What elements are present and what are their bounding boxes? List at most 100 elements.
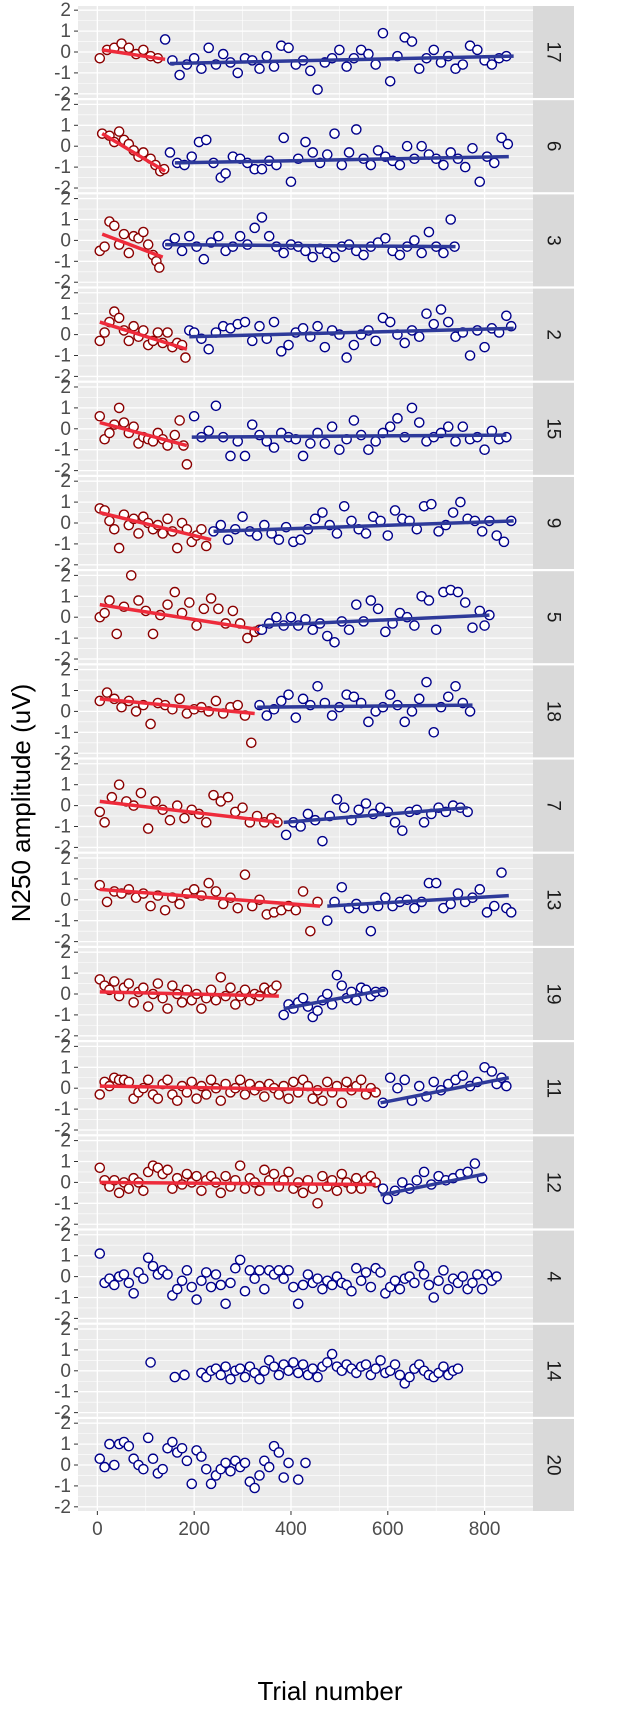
facet-panel: 210-1-2 14 [54, 1319, 574, 1424]
y-tick-label: -2 [54, 743, 71, 764]
data-point-late [234, 1363, 246, 1375]
data-point-late [365, 925, 377, 937]
data-point-late [203, 343, 214, 355]
data-point-late [307, 147, 319, 158]
facet-label: 13 [543, 889, 564, 910]
data-point-early [94, 410, 106, 422]
data-point-late [297, 323, 309, 334]
data-point-early [181, 1168, 193, 1180]
y-tick-label: -2 [54, 1120, 71, 1141]
data-point-early [99, 817, 110, 828]
data-point-late [472, 44, 483, 56]
data-point-early [176, 997, 188, 1008]
data-point-late [312, 320, 323, 332]
data-point-early [101, 896, 113, 908]
data-point-late [128, 1288, 139, 1299]
data-point-early [297, 1187, 309, 1199]
data-point-late [268, 442, 280, 453]
data-point-late [213, 230, 224, 242]
data-point-late [435, 304, 447, 315]
facet-panel: 210-1-2 12 [54, 1131, 574, 1235]
facet-label: 3 [543, 235, 564, 246]
data-point-late [312, 84, 323, 95]
regression-line-late [327, 893, 509, 908]
data-point-late [505, 907, 517, 918]
data-point-late [176, 1275, 188, 1287]
data-point-late [263, 230, 275, 242]
data-point-early [159, 904, 171, 916]
facet-strip [533, 759, 574, 852]
data-point-early [222, 791, 234, 803]
y-tick-label: 2 [60, 1413, 71, 1434]
y-tick-label: 1 [60, 586, 71, 607]
regression-line-early [99, 602, 260, 632]
facet-strip [533, 477, 574, 569]
facet-strip [533, 665, 574, 758]
data-point-late [237, 511, 248, 523]
data-point-late [271, 611, 282, 623]
data-point-early [125, 570, 137, 581]
y-tick-label: -2 [54, 178, 71, 199]
data-point-late [413, 693, 425, 705]
y-tick-label: 2 [60, 942, 71, 963]
data-point-late [411, 1175, 423, 1186]
data-point-late [413, 331, 425, 342]
data-point-late [297, 693, 309, 705]
data-point-late [479, 620, 490, 631]
data-point-late [438, 1265, 449, 1276]
data-point-late [421, 676, 432, 688]
y-tick-label: 2 [60, 94, 71, 115]
data-point-late [321, 988, 333, 1000]
facet-label: 15 [543, 418, 564, 439]
data-point-early [232, 699, 244, 711]
y-tick-label: 0 [60, 1455, 71, 1476]
data-point-late [273, 1447, 285, 1458]
data-point-early [203, 877, 214, 889]
data-point-late [450, 436, 461, 447]
data-point-late [147, 1260, 159, 1272]
data-point-early [171, 542, 183, 554]
regression-line-early [99, 420, 188, 448]
data-point-early [321, 1076, 333, 1088]
data-point-late [467, 1277, 478, 1289]
data-point-early [191, 620, 202, 631]
y-tick-label: 2 [60, 1319, 71, 1340]
y-tick-label: 2 [60, 283, 71, 304]
data-point-late [200, 1463, 212, 1475]
data-point-late [225, 1465, 236, 1477]
data-point-late [200, 134, 212, 146]
data-point-early [259, 1164, 270, 1176]
data-point-late [239, 1285, 251, 1297]
data-point-late [370, 436, 381, 447]
data-point-late [278, 1273, 290, 1284]
data-point-late [455, 496, 466, 508]
data-point-late [406, 706, 418, 717]
data-point-late [346, 515, 357, 527]
data-point-early [317, 1095, 328, 1107]
regression-line-early [99, 1180, 376, 1187]
data-point-late [261, 710, 273, 721]
y-tick-label: -2 [54, 837, 71, 858]
y-tick-label: 0 [60, 984, 71, 1005]
y-tick-label: 2 [60, 848, 71, 869]
data-point-late [348, 691, 360, 703]
facet-label: 17 [543, 41, 564, 62]
data-point-late [459, 597, 471, 608]
data-point-late [481, 907, 493, 918]
y-tick-label: 2 [60, 377, 71, 398]
data-point-late [321, 630, 333, 642]
data-point-late [416, 140, 427, 152]
facet-strip [533, 1230, 574, 1323]
y-tick-label: -2 [54, 932, 71, 953]
data-point-early [188, 884, 200, 895]
y-tick-label: -1 [54, 251, 71, 272]
regression-line-late [380, 1172, 485, 1197]
data-point-late [254, 63, 265, 75]
data-point-early [336, 1097, 348, 1109]
y-tick-label: 2 [60, 1225, 71, 1246]
data-point-late [292, 1474, 304, 1485]
y-tick-label: 0 [60, 607, 71, 628]
data-point-early [94, 52, 106, 64]
facet-panel: 210-1-2 15 [54, 377, 574, 482]
data-point-early [225, 982, 236, 994]
